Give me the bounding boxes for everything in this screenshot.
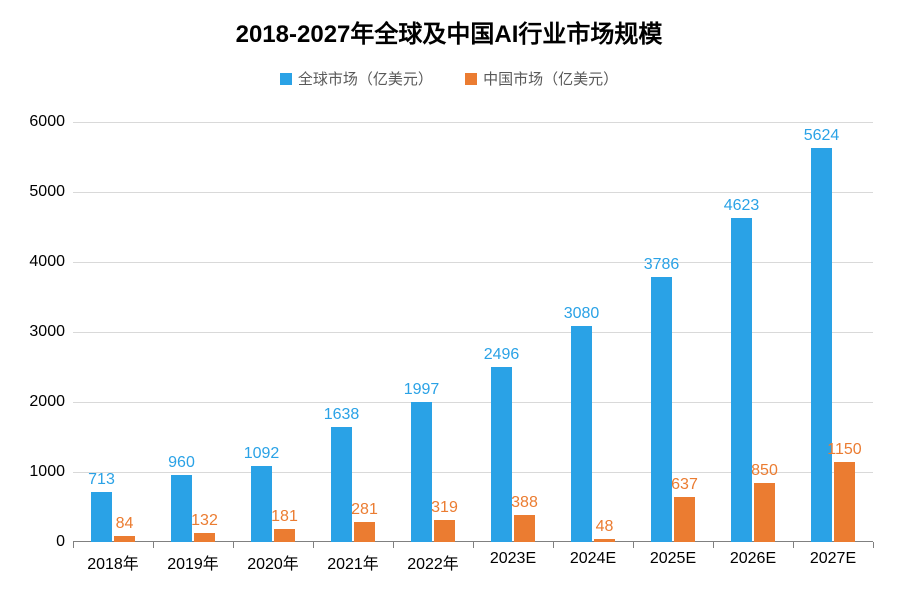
bar: 1997	[411, 402, 432, 542]
legend: 全球市场（亿美元） 中国市场（亿美元）	[0, 68, 898, 89]
bar: 281	[354, 522, 375, 542]
bar-value-label: 181	[271, 508, 298, 526]
bar: 4623	[731, 218, 752, 542]
x-tick-label: 2018年	[73, 550, 153, 574]
bar: 1150	[834, 462, 855, 543]
bar-value-label: 84	[116, 515, 134, 533]
y-tick-label: 1000	[29, 463, 65, 481]
bar: 319	[434, 520, 455, 542]
bar-value-label: 388	[511, 494, 538, 512]
x-tick-label: 2019年	[153, 550, 233, 574]
gridline	[73, 122, 873, 123]
plot-area: 01000200030004000500060002018年713842019年…	[73, 122, 873, 542]
x-tick-mark	[153, 542, 154, 548]
bar: 48	[594, 539, 615, 542]
bar-value-label: 960	[168, 454, 195, 472]
x-tick-mark	[313, 542, 314, 548]
x-tick-mark	[793, 542, 794, 548]
bar: 713	[91, 492, 112, 542]
legend-label-0: 全球市场（亿美元）	[298, 68, 433, 89]
bar: 388	[514, 515, 535, 542]
y-tick-label: 2000	[29, 393, 65, 411]
bar-value-label: 1092	[244, 445, 280, 463]
legend-swatch-1	[465, 73, 477, 85]
bar-value-label: 319	[431, 499, 458, 517]
bar: 960	[171, 475, 192, 542]
bar: 181	[274, 529, 295, 542]
legend-label-1: 中国市场（亿美元）	[483, 68, 618, 89]
x-tick-mark	[873, 542, 874, 548]
bar: 3786	[651, 277, 672, 542]
y-tick-label: 5000	[29, 183, 65, 201]
legend-item-1: 中国市场（亿美元）	[465, 68, 618, 89]
y-tick-label: 4000	[29, 253, 65, 271]
bar-value-label: 1638	[324, 406, 360, 424]
bar: 3080	[571, 326, 592, 542]
bar: 2496	[491, 367, 512, 542]
bar-value-label: 132	[191, 512, 218, 530]
x-tick-label: 2024E	[553, 550, 633, 568]
x-tick-label: 2026E	[713, 550, 793, 568]
x-tick-label: 2023E	[473, 550, 553, 568]
bar-value-label: 5624	[804, 127, 840, 145]
gridline	[73, 192, 873, 193]
x-tick-mark	[393, 542, 394, 548]
x-tick-mark	[553, 542, 554, 548]
x-tick-mark	[633, 542, 634, 548]
bar: 850	[754, 483, 775, 543]
bar-value-label: 2496	[484, 346, 520, 364]
y-tick-label: 6000	[29, 113, 65, 131]
bar-value-label: 281	[351, 501, 378, 519]
x-tick-mark	[713, 542, 714, 548]
bar-value-label: 1150	[827, 441, 861, 459]
bar: 637	[674, 497, 695, 542]
chart-title: 2018-2027年全球及中国AI行业市场规模	[0, 14, 898, 49]
bar-value-label: 1997	[404, 381, 440, 399]
bar-value-label: 4623	[724, 197, 760, 215]
chart-container: 2018-2027年全球及中国AI行业市场规模 全球市场（亿美元） 中国市场（亿…	[0, 0, 898, 604]
bar-value-label: 713	[88, 471, 115, 489]
x-tick-label: 2020年	[233, 550, 313, 574]
legend-swatch-0	[280, 73, 292, 85]
x-tick-mark	[73, 542, 74, 548]
gridline	[73, 332, 873, 333]
y-tick-label: 3000	[29, 323, 65, 341]
x-tick-mark	[473, 542, 474, 548]
bar-value-label: 3080	[564, 305, 600, 323]
x-tick-label: 2025E	[633, 550, 713, 568]
x-tick-label: 2022年	[393, 550, 473, 574]
bar: 1638	[331, 427, 352, 542]
gridline	[73, 402, 873, 403]
x-tick-label: 2021年	[313, 550, 393, 574]
legend-item-0: 全球市场（亿美元）	[280, 68, 433, 89]
bar-value-label: 3786	[644, 256, 680, 274]
bar-value-label: 637	[671, 476, 698, 494]
bar: 84	[114, 536, 135, 542]
bar-value-label: 850	[751, 462, 778, 480]
gridline	[73, 262, 873, 263]
x-tick-mark	[233, 542, 234, 548]
bar: 132	[194, 533, 215, 542]
x-tick-label: 2027E	[793, 550, 873, 568]
bar: 1092	[251, 466, 272, 542]
bar-value-label: 48	[596, 518, 614, 536]
y-tick-label: 0	[56, 533, 65, 551]
bar: 5624	[811, 148, 832, 542]
